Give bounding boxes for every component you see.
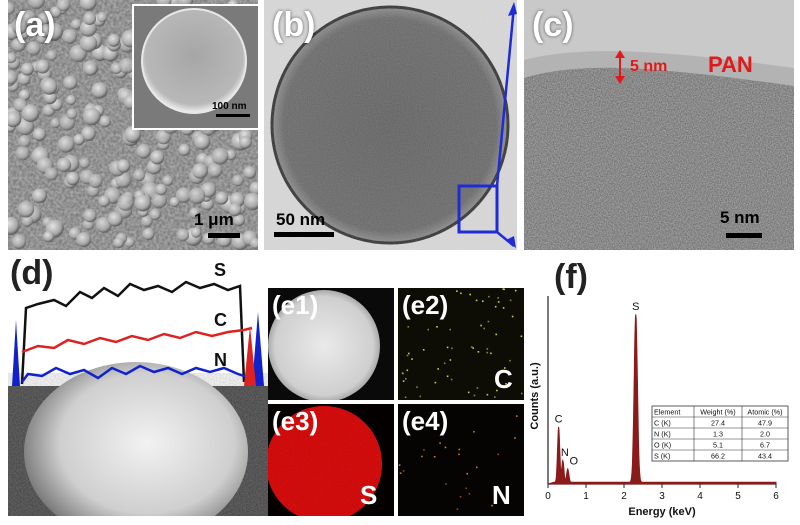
line-profile-N [21, 364, 251, 383]
panel-a-label: (a) [14, 6, 56, 44]
spectrum-area [547, 314, 777, 485]
eds-spectrum-chart: C NO S 0 1 2 3 4 5 6 Energy (keV) Counts (a.u.) Elem… [529, 296, 789, 518]
panel-e1-label: (e1) [272, 290, 319, 320]
line-profile-S [20, 280, 246, 385]
table-cell: O (K) [654, 441, 671, 450]
inset-scale-label: 100 nm [212, 101, 247, 112]
x-tick-label: 5 [735, 491, 741, 502]
n-edge-peak-left [12, 320, 20, 386]
panel-e4-label: (e4) [402, 406, 449, 436]
panel-f-eds-spectrum: C N O S 0 1 2 3 4 5 6 Energy (keV) Counts (a.u.) Elem… [528, 256, 796, 522]
inset-sem-sphere: 100 nm [132, 4, 258, 130]
table-cell: 2.0 [760, 430, 770, 439]
x-axis-label: Energy (keV) [628, 506, 696, 518]
table-cell: 5.1 [713, 441, 723, 450]
panel-c-scale-label: 5 nm [720, 208, 760, 227]
panel-c-label: (c) [532, 6, 574, 44]
line-label-N: N [214, 350, 227, 370]
peak-label-N: N [561, 447, 569, 459]
table-cell: 43.4 [758, 452, 772, 461]
element-label-S: S [360, 480, 378, 510]
table-header-cell: Weight (%) [700, 408, 735, 417]
panel-e3-label: (e3) [272, 406, 319, 436]
tem-sphere-image [264, 0, 517, 250]
panel-f-label: (f) [554, 258, 588, 296]
element-label-N: N [492, 480, 511, 510]
table-cell: 47.9 [758, 419, 772, 428]
pan-layer-label: PAN [708, 52, 753, 77]
panel-d-line-scan: (d) S C N [8, 256, 268, 516]
panel-b-scalebar [274, 232, 334, 237]
panel-e2-label: (e2) [402, 290, 449, 320]
peak-label-S: S [632, 301, 639, 313]
x-tick-label: 2 [621, 491, 627, 502]
panel-b-tem-image: (b) 50 nm [264, 0, 517, 250]
sphere-haadf [24, 362, 248, 516]
panel-c-scalebar [726, 233, 762, 238]
panel-a-sem-image: (a) 100 nm 1 μm [8, 0, 258, 250]
peak-label-O: O [570, 456, 579, 468]
panel-b-scale-label: 50 nm [276, 210, 326, 229]
inset-scalebar [216, 114, 250, 117]
x-tick-label: 1 [583, 491, 589, 502]
panel-d-label: (d) [10, 256, 54, 292]
panel-e3-sulfur-map: (e3) S [268, 404, 394, 516]
y-axis-label: Counts (a.u.) [529, 362, 541, 430]
table-header-cell: Atomic (%) [747, 408, 782, 417]
zoom-line-top [495, 5, 516, 187]
panel-a-scalebar [208, 233, 240, 238]
table-cell: 66.2 [711, 452, 725, 461]
table-cell: 27.4 [711, 419, 725, 428]
composition-table: Element Weight (%) Atomic (%) C (K) 27.4 47.9… [651, 405, 789, 462]
n-edge-peak-right [252, 312, 264, 386]
line-label-C: C [214, 310, 227, 330]
line-profile-C [21, 326, 253, 354]
panel-e1-haadf: (e1) [268, 288, 394, 400]
table-cell: 6.7 [760, 441, 770, 450]
table-cell: N (K) [654, 430, 671, 439]
panel-e2-carbon-map: (e2) C [398, 288, 524, 400]
zoom-box [457, 184, 499, 234]
shell-thickness-label: 5 nm [630, 58, 668, 75]
panel-c-hrtem-image: (c) 5 nm PAN 5 nm [524, 0, 794, 250]
hrtem-image [524, 0, 794, 250]
panel-a-scale-label: 1 μm [194, 210, 234, 229]
c-edge-peak-right [244, 326, 256, 386]
table-header-cell: Element [654, 408, 680, 417]
element-label-C: C [494, 364, 513, 394]
x-tick-label: 6 [773, 491, 779, 502]
line-label-S: S [214, 260, 227, 280]
x-tick-label: 3 [659, 491, 665, 502]
panel-e4-nitrogen-map: (e4) N [398, 404, 524, 516]
x-tick-label: 0 [545, 491, 551, 502]
peak-label-C: C [555, 414, 563, 426]
table-cell: C (K) [654, 419, 671, 428]
panel-b-label: (b) [272, 6, 316, 44]
table-cell: S (K) [654, 452, 670, 461]
table-cell: 1.3 [713, 430, 723, 439]
x-tick-label: 4 [697, 491, 703, 502]
